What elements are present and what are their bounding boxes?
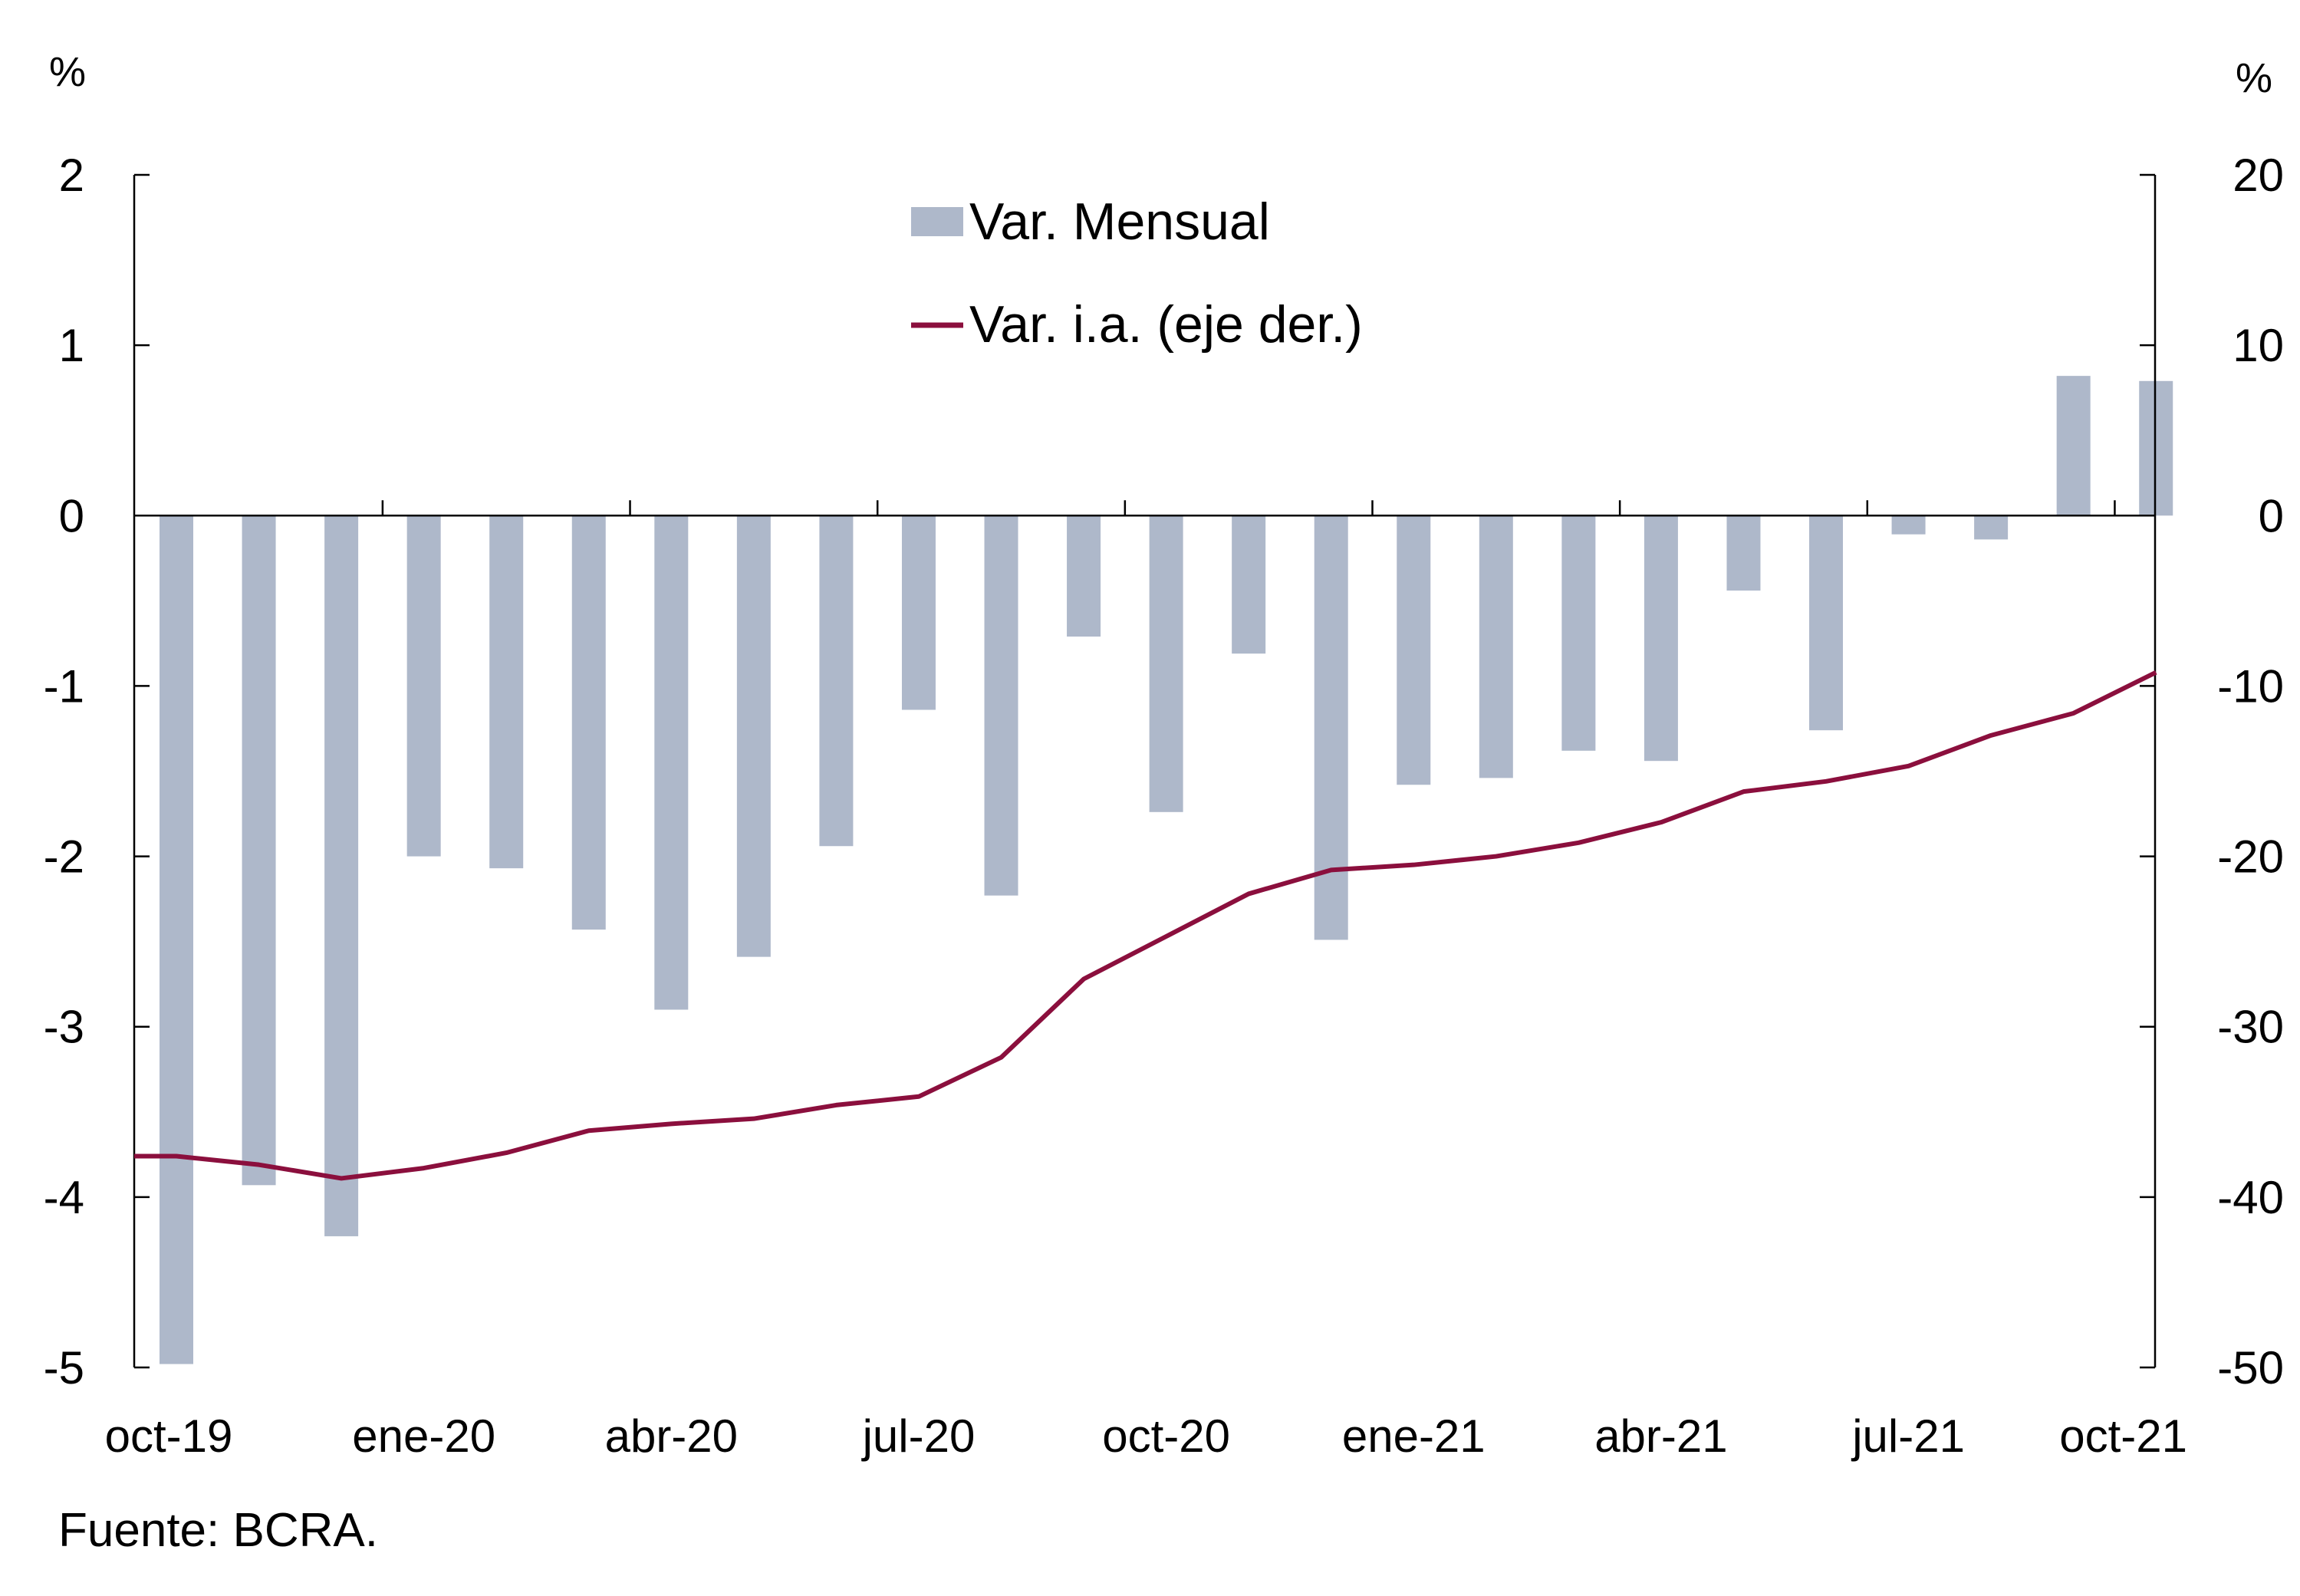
bar [654,515,689,1010]
left-axis-unit: % [49,49,86,95]
right-tick-label: -20 [2217,831,2284,883]
bar [1397,515,1431,785]
x-tick-label: abr-21 [1594,1410,1727,1462]
bar [1232,515,1266,654]
left-tick-label: -2 [44,831,84,883]
x-tick-label: oct-19 [105,1410,233,1462]
legend-label-bar: Var. Mensual [969,193,1270,251]
bar [1974,515,2009,540]
left-tick-label: -5 [44,1342,84,1394]
bars-layer [160,376,2173,1364]
bar [1314,515,1348,940]
bar [1891,515,1926,535]
bar [1809,515,1844,731]
bar [736,515,771,957]
x-tick-label: oct-21 [2059,1410,2187,1462]
bar [1726,515,1761,591]
x-tick-label: oct-20 [1102,1410,1230,1462]
right-tick-label: 20 [2233,150,2284,201]
left-tick-label: -1 [44,660,84,712]
right-axis-unit: % [2236,55,2272,101]
bar [2056,376,2091,516]
bar [819,515,854,847]
line-series-var-ia [134,670,2157,1181]
right-tick-label: -40 [2217,1172,2284,1223]
left-tick-label: 1 [59,320,84,371]
left-tick-label: -4 [44,1172,84,1223]
bar [1561,515,1596,751]
x-tick-label: abr-20 [605,1410,738,1462]
right-tick-label: 0 [2259,490,2284,541]
right-tick-label: 10 [2233,320,2284,371]
bar [1149,515,1183,812]
bar [1644,515,1678,762]
bar [160,515,193,1364]
bar [571,515,606,930]
left-tick-label: 2 [59,150,84,201]
bar [1067,515,1101,637]
bar [489,515,524,869]
bar [901,515,936,710]
right-tick-label: -30 [2217,1002,2284,1053]
x-tick-label: ene-21 [1342,1410,1486,1462]
x-tick-label: jul-21 [1851,1410,1965,1462]
left-tick-label: -3 [44,1002,84,1053]
x-tick-label: ene-20 [352,1410,495,1462]
legend-swatch-bar [911,207,963,236]
bar [984,515,1018,896]
source-note: Fuente: BCRA. [58,1504,378,1557]
legend-label-line: Var. i.a. (eje der.) [969,295,1363,354]
bar [242,515,276,1186]
axes-layer [133,173,2157,1369]
left-tick-label: 0 [59,490,84,541]
x-tick-label: jul-20 [861,1410,976,1462]
bar [406,515,441,857]
right-tick-label: -50 [2217,1342,2284,1394]
bar [1479,515,1513,778]
right-tick-label: -10 [2217,660,2284,712]
legend: Var. Mensual Var. i.a. (eje der.) [911,193,1363,354]
bar [324,515,359,1236]
line-layer [134,670,2157,1181]
